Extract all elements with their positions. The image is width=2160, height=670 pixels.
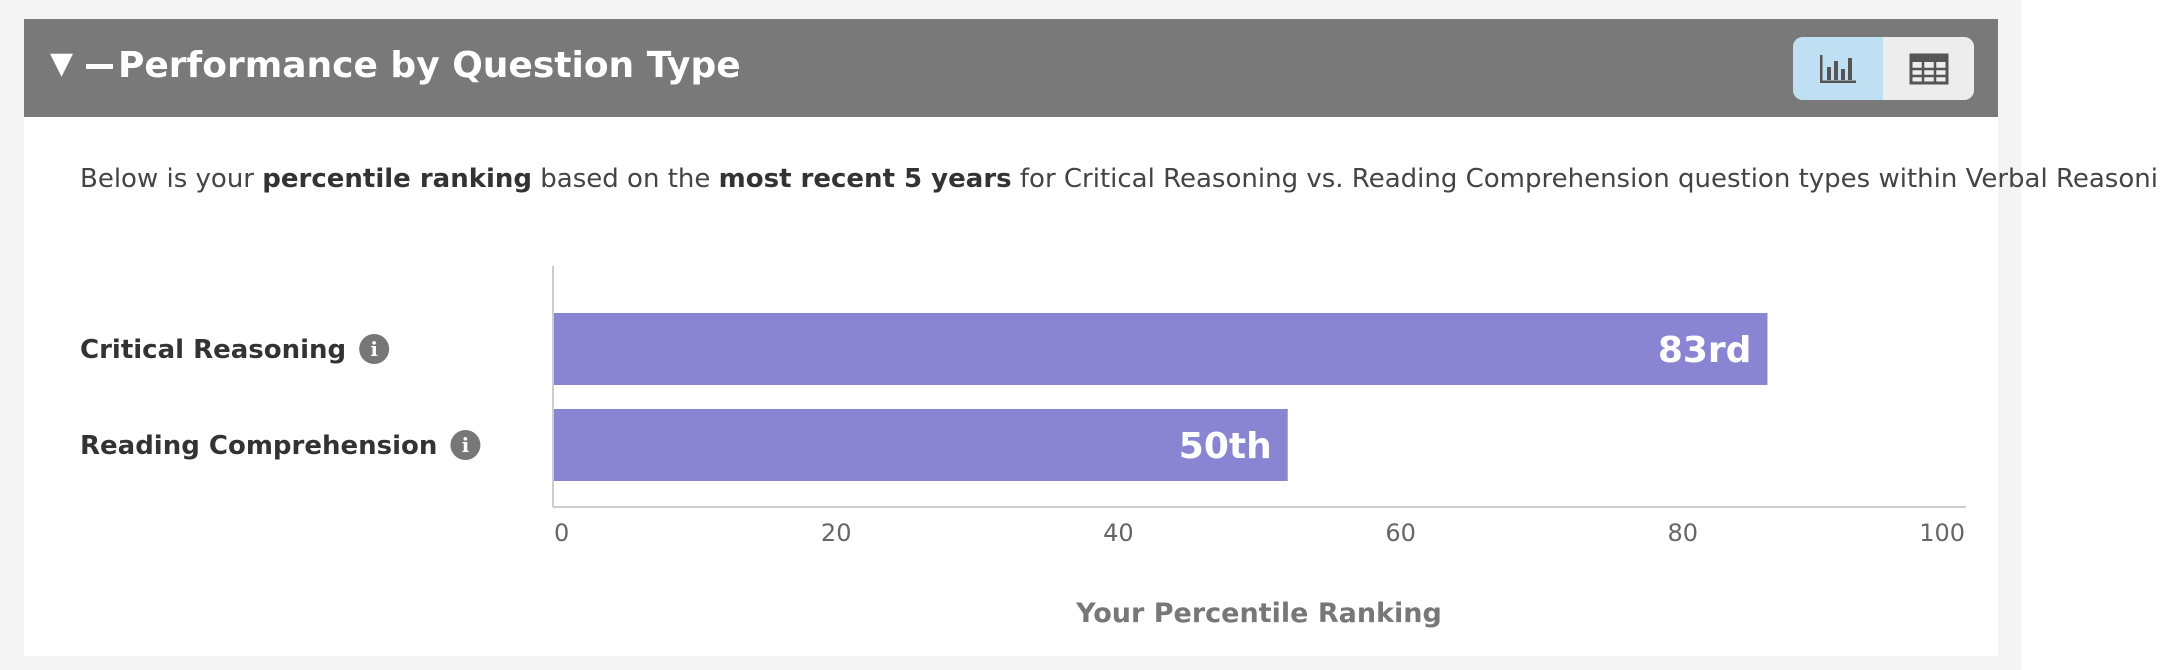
bar-critical-reasoning[interactable] xyxy=(554,313,1768,385)
x-tick-label: 100 xyxy=(1919,519,1965,547)
section-title: Performance by Question Type xyxy=(118,45,741,86)
bar-reading-comprehension[interactable] xyxy=(554,409,1288,481)
category-label-reading-comprehension: Reading Comprehension xyxy=(80,431,437,461)
bar-value-label-critical-reasoning: 83rd xyxy=(1658,330,1752,371)
info-icon[interactable]: i xyxy=(359,334,390,364)
view-switch xyxy=(1793,37,1974,100)
x-tick-label: 40 xyxy=(1103,519,1134,547)
x-tick-label: 80 xyxy=(1668,519,1699,547)
collapse-toggle-icon[interactable]: ▼ xyxy=(50,46,74,81)
bar-value-label-reading-comprehension: 50th xyxy=(1179,426,1272,467)
x-axis-title: Your Percentile Ranking xyxy=(1075,598,1442,629)
svg-text:i: i xyxy=(370,337,378,361)
table-grid-icon xyxy=(1909,53,1948,84)
bar-chart-icon xyxy=(1820,54,1856,83)
percentile-ranking-emphasis: percentile ranking xyxy=(262,164,533,194)
title-dash xyxy=(86,64,113,69)
table-view-button[interactable] xyxy=(1883,37,1974,100)
svg-text:i: i xyxy=(462,433,470,457)
panel-header[interactable]: ▼ Performance by Question Type xyxy=(24,19,1998,117)
category-label-critical-reasoning: Critical Reasoning xyxy=(80,335,346,365)
x-tick-label: 0 xyxy=(554,519,569,547)
intro-text: Below is your percentile ranking based o… xyxy=(80,164,2160,194)
recent-years-emphasis: most recent 5 years xyxy=(718,164,1012,194)
chart-view-button[interactable] xyxy=(1793,37,1883,100)
info-icon[interactable]: i xyxy=(450,430,481,460)
performance-panel: ▼ Performance by Question Type xyxy=(24,19,2160,656)
x-tick-label: 60 xyxy=(1385,519,1416,547)
x-tick-label: 20 xyxy=(821,519,852,547)
